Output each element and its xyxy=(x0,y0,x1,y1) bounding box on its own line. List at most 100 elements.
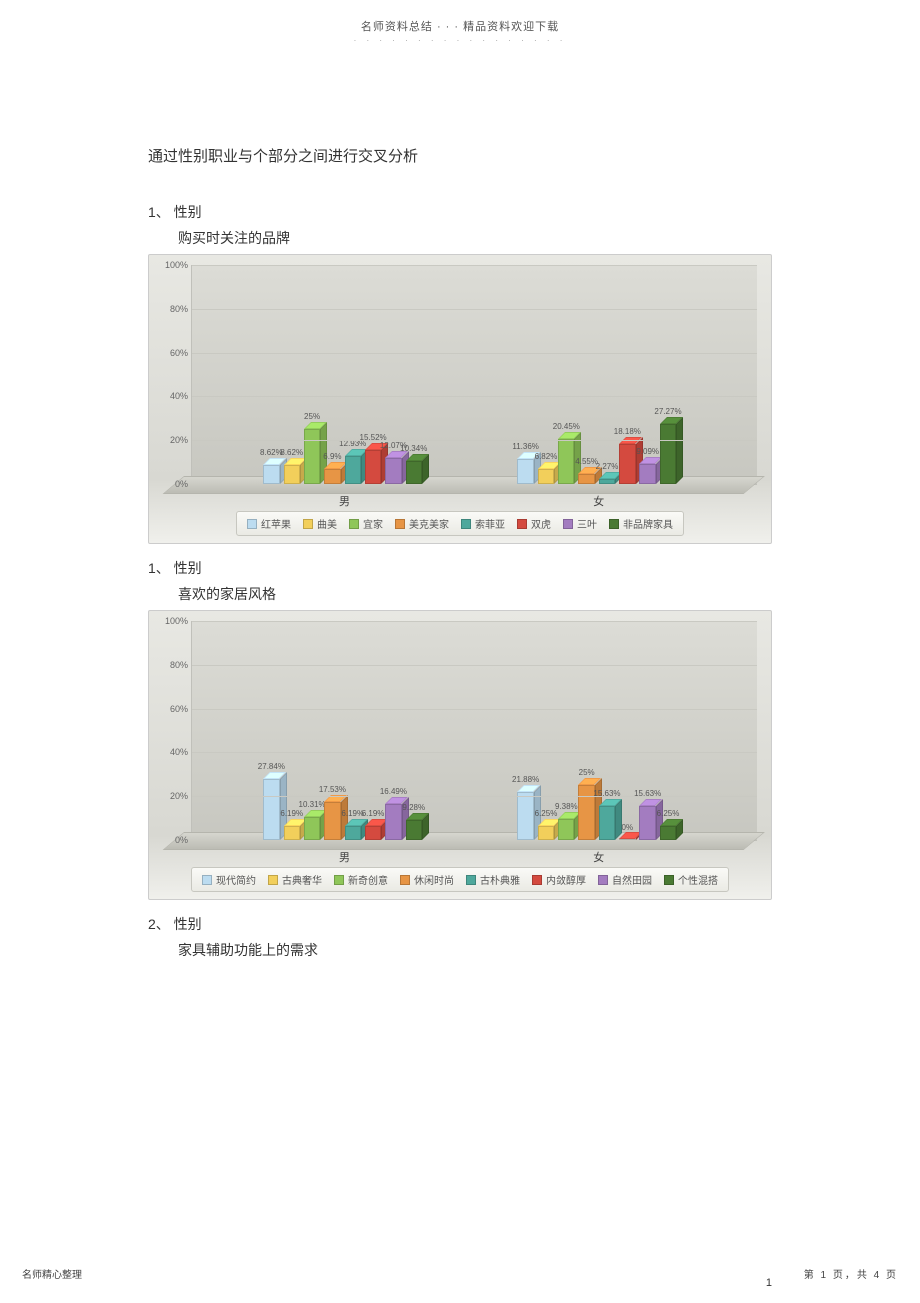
bar-value-label: 16.49% xyxy=(380,787,407,796)
gridline xyxy=(192,621,757,622)
bar xyxy=(639,806,655,840)
legend-item: 美克美家 xyxy=(395,516,449,531)
main-title: 通过性别职业与个部分之间进行交叉分析 xyxy=(148,145,772,166)
bar-value-label: 9.28% xyxy=(402,803,425,812)
legend-label: 美克美家 xyxy=(409,516,449,531)
legend-swatch xyxy=(532,875,542,885)
bar xyxy=(639,464,655,484)
legend-swatch xyxy=(400,875,410,885)
legend-item: 古典奢华 xyxy=(268,872,322,887)
page-header: 名师资料总结 · · · 精品资料欢迎下载 xyxy=(0,0,920,34)
bar-value-label: 9.09% xyxy=(636,447,659,456)
legend-label: 休闲时尚 xyxy=(414,872,454,887)
group-label: 女 xyxy=(569,493,629,509)
bar xyxy=(345,456,361,484)
bar-value-label: 25% xyxy=(579,768,595,777)
bar-value-label: 6.19% xyxy=(341,809,364,818)
footer-left: 名师精心整理 xyxy=(22,1266,82,1281)
legend-label: 非品牌家具 xyxy=(623,516,673,531)
bar xyxy=(599,806,615,840)
legend-swatch xyxy=(461,519,471,529)
bar-value-label: 2.27% xyxy=(596,462,619,471)
legend-item: 宜家 xyxy=(349,516,383,531)
bar xyxy=(304,429,320,484)
bar xyxy=(324,802,340,840)
y-tick: 80% xyxy=(158,660,188,670)
bar-value-label: 8.62% xyxy=(280,448,303,457)
y-tick: 100% xyxy=(158,616,188,626)
bar xyxy=(558,439,574,484)
bar xyxy=(660,424,676,484)
bar xyxy=(517,792,533,840)
legend-swatch xyxy=(664,875,674,885)
bar-value-label: 0% xyxy=(622,823,634,832)
legend-label: 自然田园 xyxy=(612,872,652,887)
section-2-sub: 喜欢的家居风格 xyxy=(178,584,772,604)
legend-item: 个性混搭 xyxy=(664,872,718,887)
bar-value-label: 9.38% xyxy=(555,802,578,811)
bar xyxy=(345,826,361,840)
y-tick: 60% xyxy=(158,348,188,358)
bar xyxy=(385,458,401,484)
legend-label: 内敛醇厚 xyxy=(546,872,586,887)
legend-swatch xyxy=(349,519,359,529)
legend-label: 古朴典雅 xyxy=(480,872,520,887)
legend-swatch xyxy=(303,519,313,529)
chart-style-legend: 现代简约古典奢华新奇创意休闲时尚古朴典雅内敛醇厚自然田园个性混搭 xyxy=(191,867,729,892)
bar xyxy=(263,779,279,840)
bar-value-label: 6.25% xyxy=(535,809,558,818)
y-tick: 20% xyxy=(158,435,188,445)
gridline xyxy=(192,440,757,441)
legend-swatch xyxy=(609,519,619,529)
bar xyxy=(538,469,554,484)
footer-right: 第 1 页，共 4 页 xyxy=(804,1266,898,1281)
bar-value-label: 18.18% xyxy=(614,427,641,436)
bar xyxy=(304,817,320,840)
legend-item: 红苹果 xyxy=(247,516,291,531)
bar xyxy=(263,465,279,484)
bar-value-label: 4.55% xyxy=(575,457,598,466)
chart-style-plot: 27.84%6.19%10.31%17.53%6.19%6.19%16.49%9… xyxy=(191,621,757,841)
chart-brand-plot: 8.62%8.62%25%6.9%12.93%15.52%12.07%10.34… xyxy=(191,265,757,485)
gridline xyxy=(192,752,757,753)
bar xyxy=(517,459,533,484)
legend-item: 三叶 xyxy=(563,516,597,531)
bar xyxy=(284,465,300,484)
legend-label: 红苹果 xyxy=(261,516,291,531)
legend-swatch xyxy=(247,519,257,529)
legend-item: 休闲时尚 xyxy=(400,872,454,887)
legend-label: 索菲亚 xyxy=(475,516,505,531)
bar xyxy=(406,461,422,484)
bar xyxy=(619,444,635,484)
legend-item: 非品牌家具 xyxy=(609,516,673,531)
bar-value-label: 6.82% xyxy=(535,452,558,461)
legend-item: 双虎 xyxy=(517,516,551,531)
legend-swatch xyxy=(598,875,608,885)
bar-value-label: 11.36% xyxy=(512,442,539,451)
bar-value-label: 6.9% xyxy=(323,452,341,461)
bar xyxy=(558,819,574,840)
bar-value-label: 27.27% xyxy=(654,407,681,416)
legend-item: 索菲亚 xyxy=(461,516,505,531)
section-2-num: 1、 性别 xyxy=(148,558,772,578)
chart-brand-bars: 8.62%8.62%25%6.9%12.93%15.52%12.07%10.34… xyxy=(192,265,757,484)
bar-value-label: 25% xyxy=(304,412,320,421)
legend-swatch xyxy=(268,875,278,885)
section-3-sub: 家具辅助功能上的需求 xyxy=(178,940,772,960)
bar-value-label: 17.53% xyxy=(319,785,346,794)
y-tick: 40% xyxy=(158,391,188,401)
legend-item: 古朴典雅 xyxy=(466,872,520,887)
bar-value-label: 10.34% xyxy=(400,444,427,453)
bar xyxy=(365,826,381,840)
chart-brand-legend: 红苹果曲美宜家美克美家索菲亚双虎三叶非品牌家具 xyxy=(236,511,684,536)
legend-swatch xyxy=(202,875,212,885)
legend-label: 双虎 xyxy=(531,516,551,531)
y-tick: 80% xyxy=(158,304,188,314)
legend-label: 新奇创意 xyxy=(348,872,388,887)
legend-swatch xyxy=(466,875,476,885)
page-number: 1 xyxy=(766,1277,772,1289)
y-tick: 0% xyxy=(158,479,188,489)
bar xyxy=(324,469,340,484)
legend-item: 自然田园 xyxy=(598,872,652,887)
gridline xyxy=(192,665,757,666)
